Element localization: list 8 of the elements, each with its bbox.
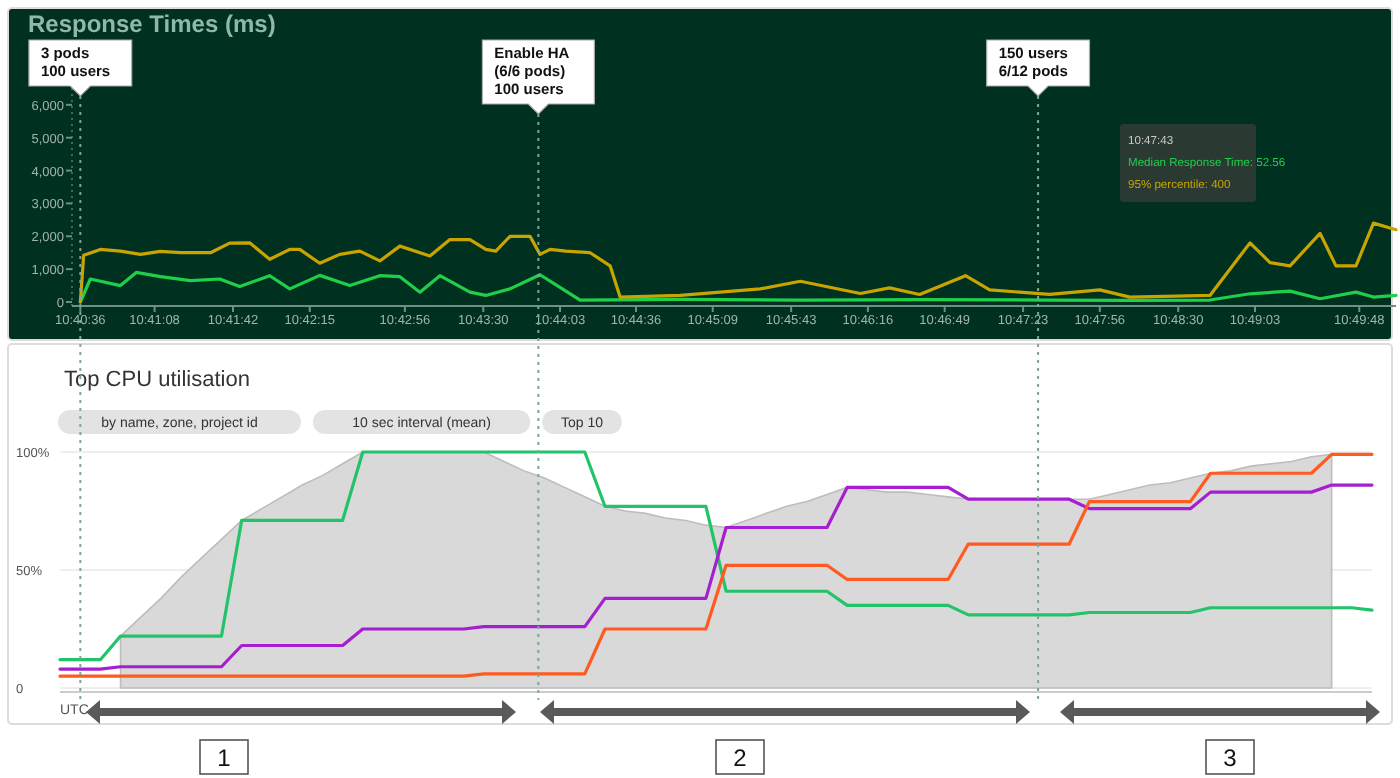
text: 3 — [1223, 744, 1238, 772]
line-series — [78, 270, 1398, 304]
text: 1 — [217, 744, 232, 772]
text: 2 — [733, 744, 748, 772]
chart-title: Top CPU utilisation — [64, 368, 250, 392]
chart-title: Response Times (ms) — [28, 10, 276, 38]
line-series — [58, 483, 1374, 671]
line-series — [78, 221, 1398, 304]
